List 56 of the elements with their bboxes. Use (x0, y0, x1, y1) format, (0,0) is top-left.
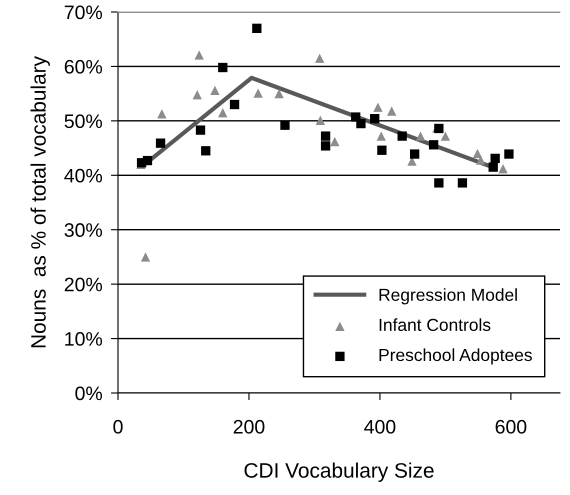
y-axis-title: Nouns as % of total vocabulary (30, 56, 50, 348)
point (196, 125, 206, 135)
point (330, 136, 340, 146)
y-tick-label: 70% (64, 5, 102, 20)
legend-label: Regression Model (380, 288, 517, 304)
point (377, 146, 387, 155)
point (230, 100, 240, 110)
x-axis-title: CDI Vocabulary Size (244, 462, 434, 482)
y-tick-label: 30% (64, 223, 102, 237)
point (320, 141, 330, 151)
point (156, 138, 166, 148)
point (218, 62, 228, 72)
point (410, 149, 420, 159)
legend-label: Preschool Adoptees (380, 348, 532, 365)
point (192, 90, 202, 100)
point (490, 154, 500, 164)
point (218, 108, 228, 118)
point (253, 88, 263, 98)
y-tick-label: 50% (64, 114, 102, 128)
point (440, 131, 450, 141)
point (376, 131, 386, 141)
x-tick-label: 400 (364, 420, 396, 434)
point (274, 88, 284, 98)
point (416, 131, 426, 141)
x-tick-label: 600 (496, 420, 526, 434)
point (398, 131, 407, 141)
point (315, 54, 324, 63)
point (142, 156, 152, 166)
point (252, 24, 262, 33)
point (387, 106, 396, 116)
y-tick-label: 40% (64, 168, 102, 183)
point (356, 118, 366, 128)
point (373, 102, 383, 112)
point (194, 50, 204, 60)
point (458, 178, 468, 188)
y-tick-label: 0% (75, 386, 102, 400)
point (157, 109, 167, 118)
point (320, 131, 330, 141)
point (498, 164, 508, 174)
point (210, 86, 220, 96)
point (280, 120, 290, 130)
y-tick-label: 20% (64, 278, 102, 292)
point (201, 146, 210, 156)
point (476, 155, 486, 165)
point (140, 252, 150, 262)
point (504, 149, 514, 159)
x-tick-label: 200 (234, 420, 264, 434)
point (434, 178, 444, 188)
y-tick-label: 60% (64, 60, 102, 74)
legend-label: Infant Controls (380, 318, 490, 332)
point (370, 114, 380, 124)
point (488, 162, 498, 172)
point (428, 140, 438, 150)
x-tick-label: 0 (113, 420, 123, 434)
y-tick-label: 10% (65, 332, 102, 346)
point (316, 116, 325, 125)
